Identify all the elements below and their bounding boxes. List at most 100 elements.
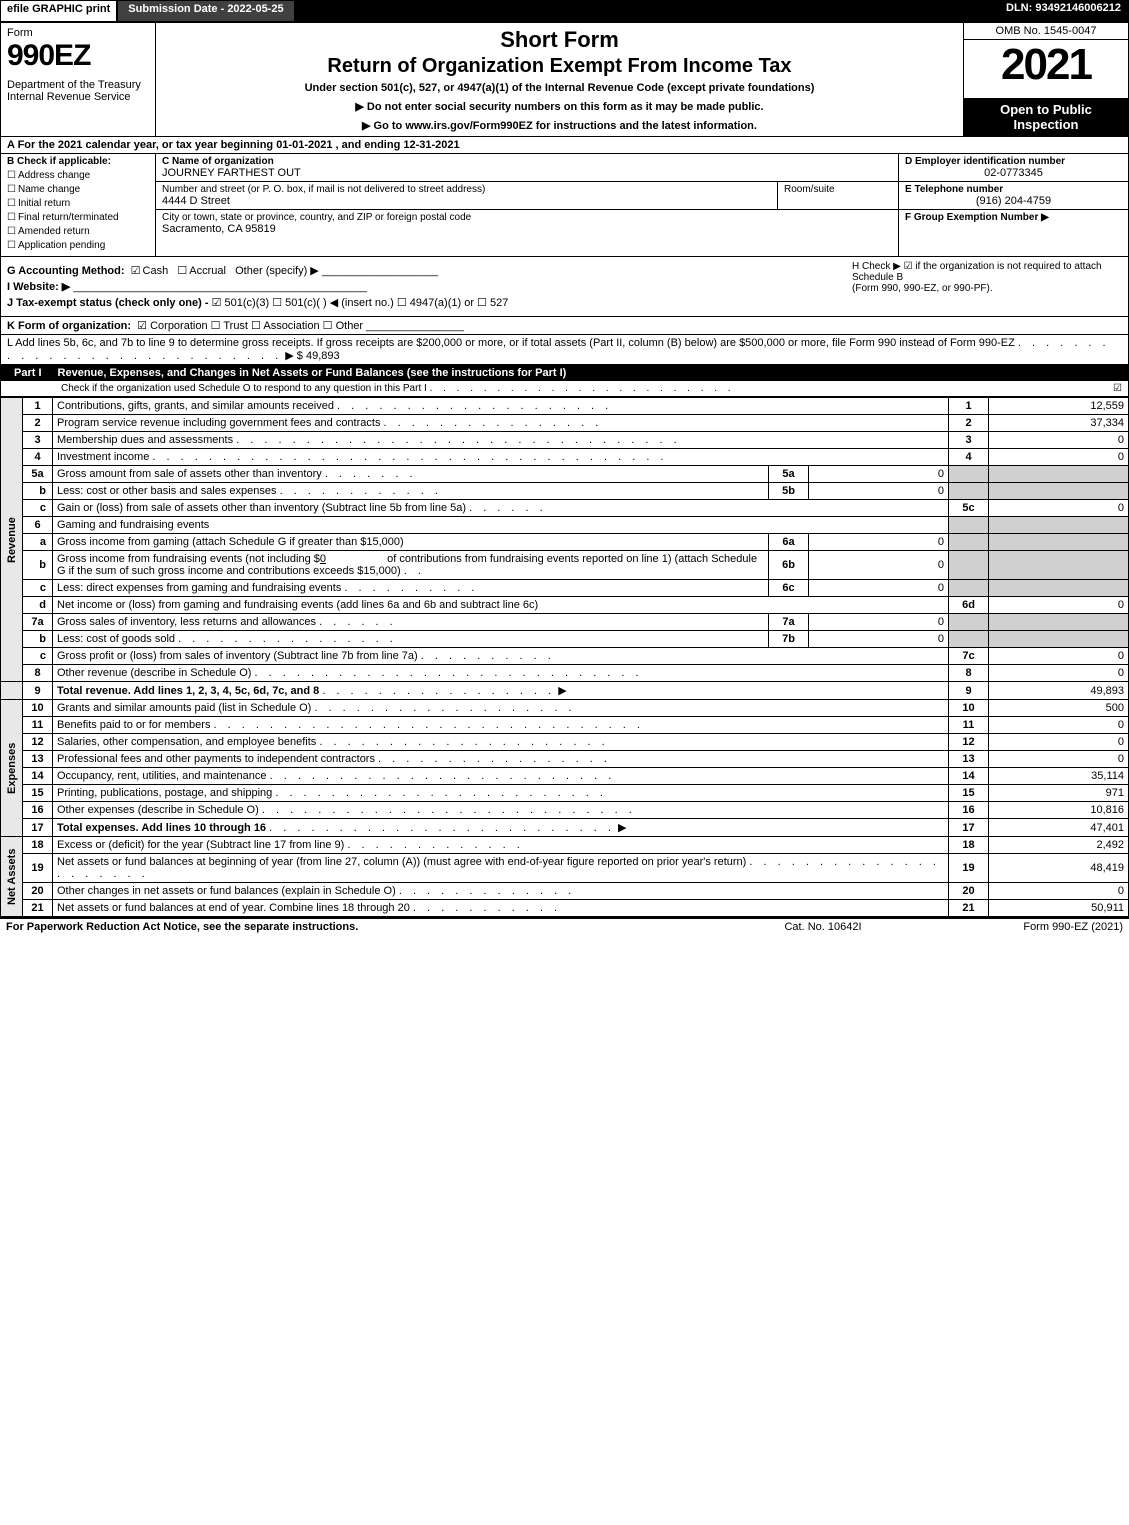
line-desc: Other revenue (describe in Schedule O) .… <box>53 665 949 682</box>
section-h: H Check ▶ ☑ if the organization is not r… <box>842 261 1122 312</box>
line-rnum: 18 <box>949 837 989 854</box>
line-desc: Gross sales of inventory, less returns a… <box>53 614 769 631</box>
line-rval: 49,893 <box>989 682 1129 700</box>
line-num: 12 <box>23 734 53 751</box>
line-num: 13 <box>23 751 53 768</box>
inner-num: 5a <box>769 466 809 483</box>
header-right: OMB No. 1545-0047 2021 Open to Public In… <box>963 23 1128 136</box>
line-rnum-grey <box>949 466 989 483</box>
room-suite-label: Room/suite <box>778 182 898 209</box>
footer-center: Cat. No. 10642I <box>723 921 923 933</box>
line-rval: 0 <box>989 500 1129 517</box>
chk-name-change[interactable]: Name change <box>7 184 149 195</box>
line-rnum-grey <box>949 517 989 534</box>
inner-num: 6b <box>769 551 809 580</box>
line-rnum: 11 <box>949 717 989 734</box>
part-1-table: Revenue 1 Contributions, gifts, grants, … <box>0 397 1129 917</box>
line-rval: 971 <box>989 785 1129 802</box>
line-num: 11 <box>23 717 53 734</box>
chk-final-return[interactable]: Final return/terminated <box>7 212 149 223</box>
line-desc: Contributions, gifts, grants, and simila… <box>53 398 949 415</box>
section-bcdef: B Check if applicable: Address change Na… <box>0 154 1129 257</box>
line-rval: 0 <box>989 717 1129 734</box>
inner-val: 0 <box>809 483 949 500</box>
inner-val: 0 <box>809 631 949 648</box>
form-word: Form <box>7 27 149 39</box>
line-rval: 50,911 <box>989 900 1129 917</box>
line-rval: 500 <box>989 700 1129 717</box>
inner-val: 0 <box>809 551 949 580</box>
department: Department of the Treasury Internal Reve… <box>7 79 149 103</box>
chk-address-change[interactable]: Address change <box>7 170 149 181</box>
under-section: Under section 501(c), 527, or 4947(a)(1)… <box>166 82 953 94</box>
line-desc: Net assets or fund balances at end of ye… <box>53 900 949 917</box>
schedule-o-check[interactable]: ☑ <box>1102 383 1122 394</box>
inner-val: 0 <box>809 466 949 483</box>
line-num: 20 <box>23 883 53 900</box>
line-rval: 0 <box>989 883 1129 900</box>
section-b: B Check if applicable: Address change Na… <box>1 154 156 256</box>
line-rval-grey <box>989 614 1129 631</box>
line-rnum-grey <box>949 580 989 597</box>
chk-amended-return[interactable]: Amended return <box>7 226 149 237</box>
line-num: 17 <box>23 819 53 837</box>
line-num: b <box>23 483 53 500</box>
do-not-enter: ▶ Do not enter social security numbers o… <box>166 100 953 113</box>
line-rval: 2,492 <box>989 837 1129 854</box>
section-b-label: B Check if applicable: <box>7 156 149 167</box>
line-desc: Salaries, other compensation, and employ… <box>53 734 949 751</box>
accounting-method: G Accounting Method: Cash Accrual Other … <box>7 264 842 277</box>
line-rnum: 21 <box>949 900 989 917</box>
line-num: 18 <box>23 837 53 854</box>
line-rnum: 6d <box>949 597 989 614</box>
net-assets-tab: Net Assets <box>1 837 23 917</box>
efile-label[interactable]: efile GRAPHIC print <box>0 0 117 22</box>
line-desc: Professional fees and other payments to … <box>53 751 949 768</box>
ein-label: D Employer identification number <box>905 156 1122 167</box>
line-rnum-grey <box>949 483 989 500</box>
line-rnum: 15 <box>949 785 989 802</box>
line-num: 16 <box>23 802 53 819</box>
line-rnum: 7c <box>949 648 989 665</box>
section-def: D Employer identification number 02-0773… <box>898 154 1128 256</box>
section-k: K Form of organization: ☑ Corporation ☐ … <box>0 317 1129 335</box>
line-rnum: 10 <box>949 700 989 717</box>
line-desc: Printing, publications, postage, and shi… <box>53 785 949 802</box>
line-desc: Other changes in net assets or fund bala… <box>53 883 949 900</box>
line-desc: Investment income . . . . . . . . . . . … <box>53 449 949 466</box>
line-desc: Program service revenue including govern… <box>53 415 949 432</box>
chk-initial-return[interactable]: Initial return <box>7 198 149 209</box>
inner-num: 6c <box>769 580 809 597</box>
part-1-title: Revenue, Expenses, and Changes in Net As… <box>58 367 567 379</box>
short-form-title: Short Form <box>166 27 953 53</box>
line-desc: Grants and similar amounts paid (list in… <box>53 700 949 717</box>
line-rval: 37,334 <box>989 415 1129 432</box>
go-to-link[interactable]: ▶ Go to www.irs.gov/Form990EZ for instru… <box>166 119 953 132</box>
line-rnum: 19 <box>949 854 989 883</box>
line-num: 14 <box>23 768 53 785</box>
line-desc: Other expenses (describe in Schedule O) … <box>53 802 949 819</box>
line-num: 10 <box>23 700 53 717</box>
org-name-label: C Name of organization <box>162 156 892 167</box>
phone-label: E Telephone number <box>905 184 1122 195</box>
part-1-subtitle: Check if the organization used Schedule … <box>0 381 1129 397</box>
omb-number: OMB No. 1545-0047 <box>964 23 1128 40</box>
line-desc: Gain or (loss) from sale of assets other… <box>53 500 949 517</box>
line-rnum: 8 <box>949 665 989 682</box>
form-header: Form 990EZ Department of the Treasury In… <box>0 22 1129 137</box>
address: 4444 D Street <box>162 195 771 207</box>
line-rval: 0 <box>989 648 1129 665</box>
line-num: b <box>23 551 53 580</box>
line-rnum-grey <box>949 614 989 631</box>
line-rval: 10,816 <box>989 802 1129 819</box>
line-rnum: 3 <box>949 432 989 449</box>
line-desc: Gross profit or (loss) from sales of inv… <box>53 648 949 665</box>
line-rval: 0 <box>989 665 1129 682</box>
line-desc: Gross income from fundraising events (no… <box>53 551 769 580</box>
line-rnum: 20 <box>949 883 989 900</box>
line-rval: 12,559 <box>989 398 1129 415</box>
line-num: c <box>23 500 53 517</box>
address-label: Number and street (or P. O. box, if mail… <box>162 184 771 195</box>
line-rval-grey <box>989 483 1129 500</box>
chk-application-pending[interactable]: Application pending <box>7 240 149 251</box>
